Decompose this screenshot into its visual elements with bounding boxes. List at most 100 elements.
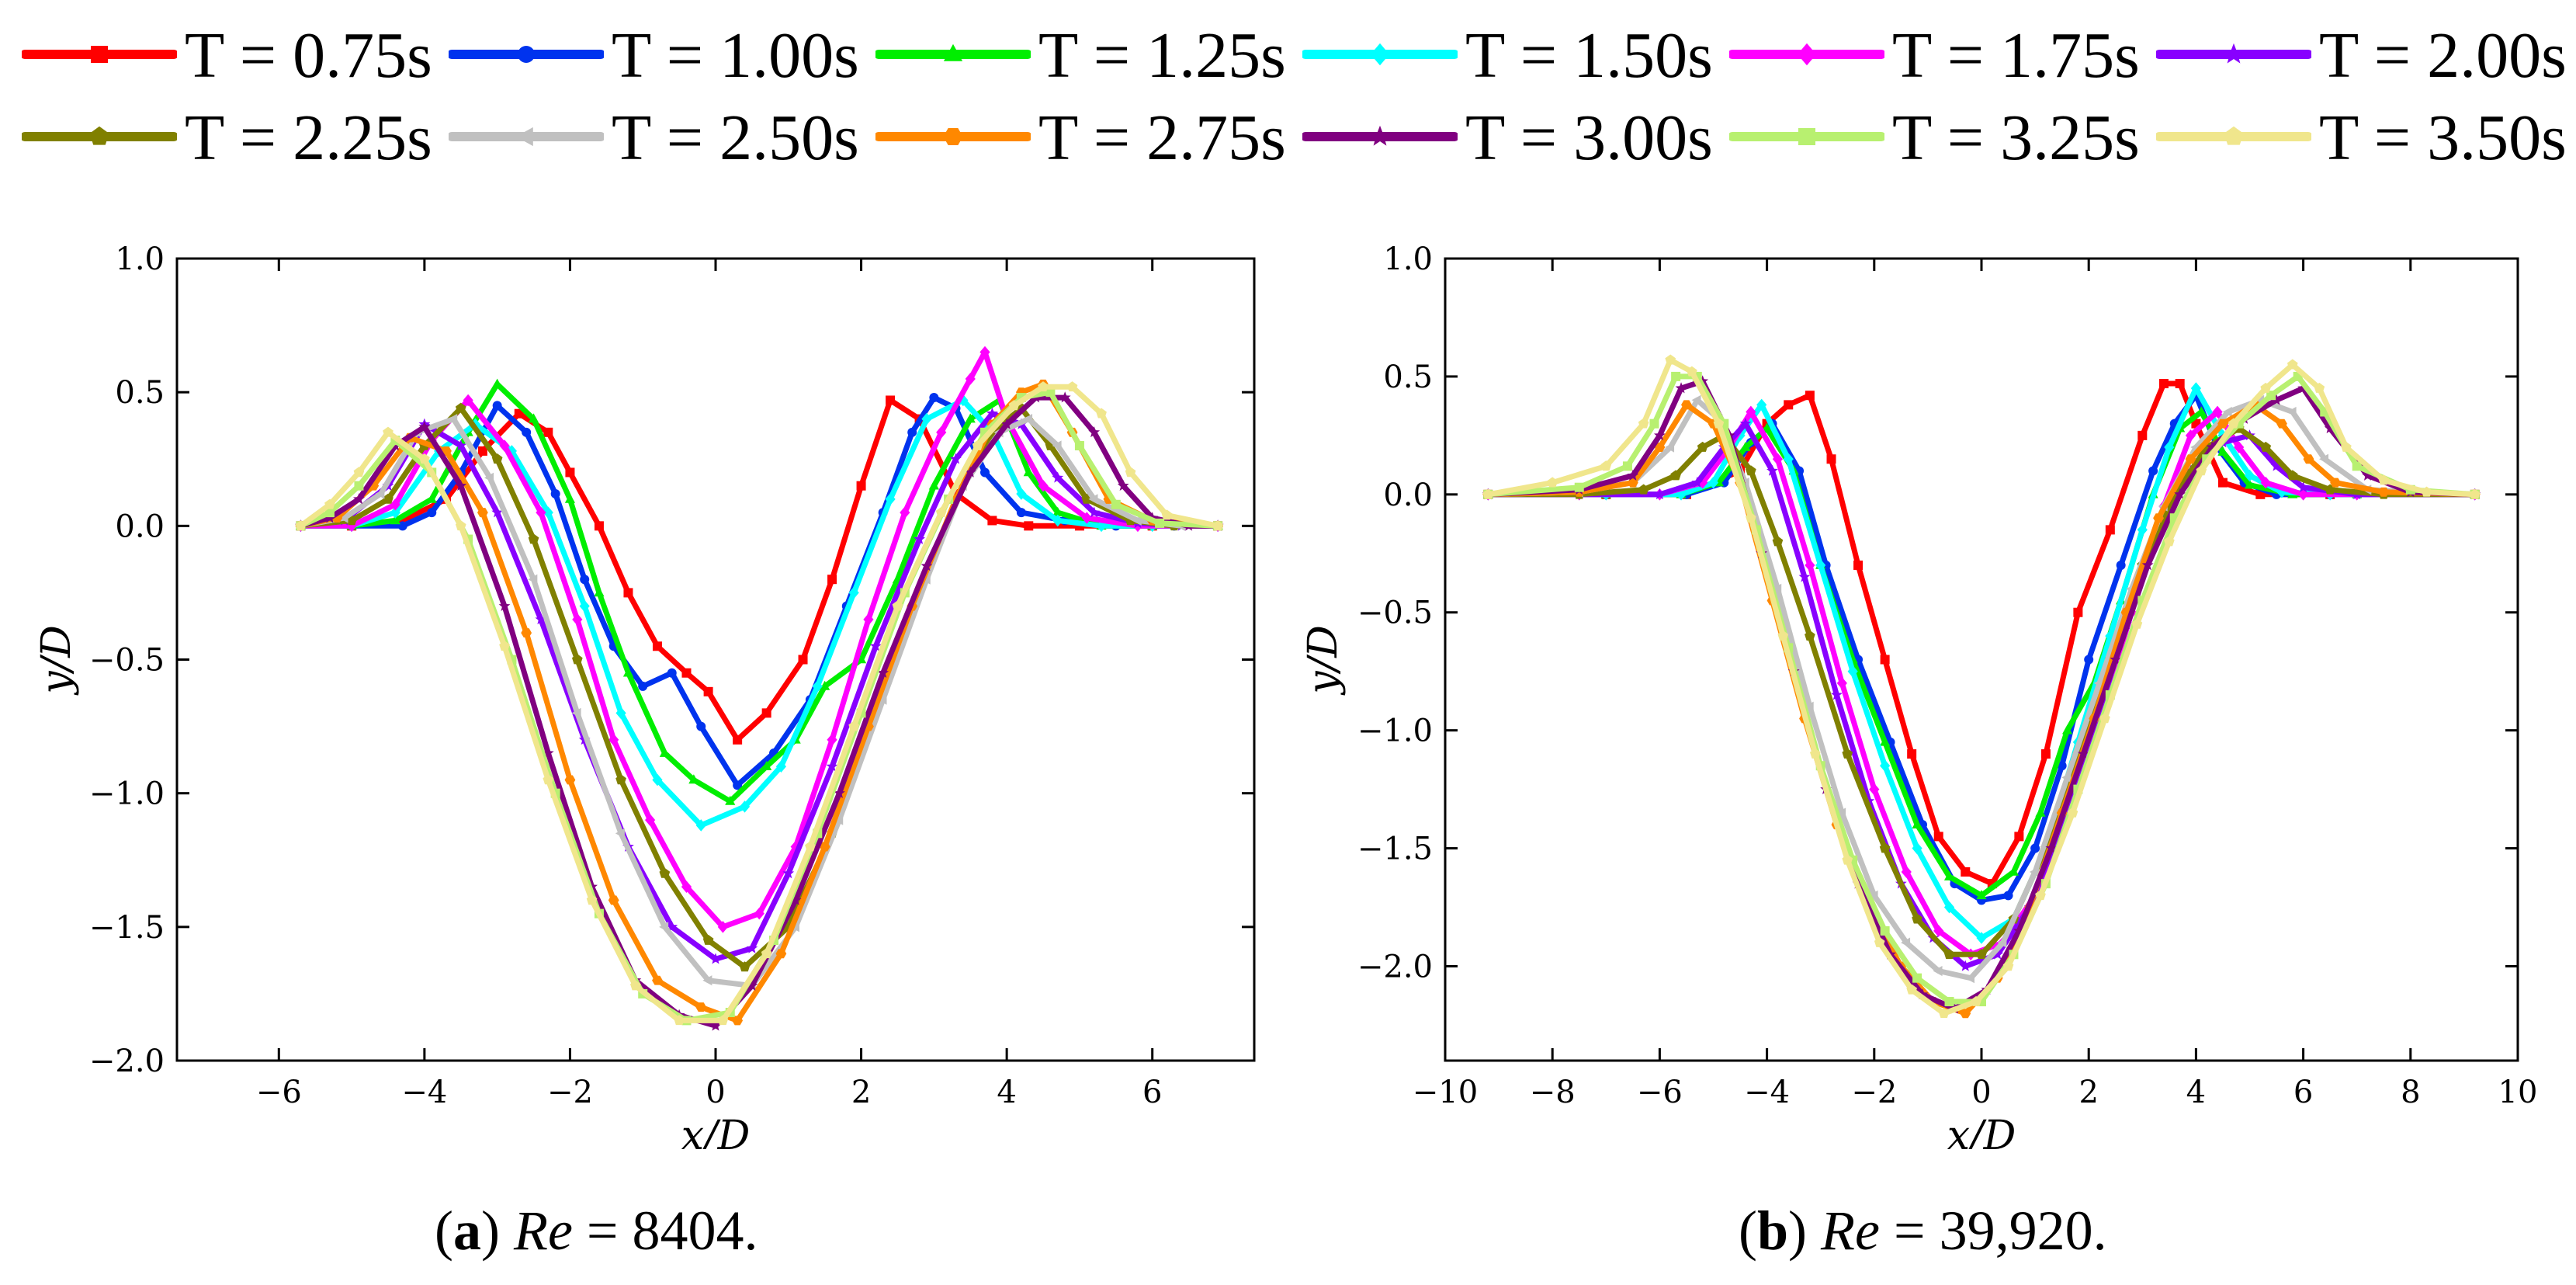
data-point: [492, 401, 502, 411]
data-point: [2067, 807, 2078, 818]
legend-label: T = 1.50s: [1465, 19, 1713, 92]
data-point: [615, 707, 626, 720]
data-point: [427, 508, 437, 518]
data-point: [2014, 832, 2024, 842]
data-point: [1784, 400, 1794, 410]
data-point: [869, 640, 882, 651]
data-point: [1961, 867, 1971, 877]
data-point: [1783, 453, 1794, 466]
data-point: [681, 668, 692, 678]
data-point: [448, 414, 458, 425]
legend-swatch: [449, 127, 604, 147]
x-tick-label: 4: [997, 1075, 1016, 1110]
data-point: [2110, 653, 2122, 665]
data-point: [1023, 467, 1034, 477]
x-tick-label: −4: [401, 1075, 447, 1110]
data-point: [571, 707, 581, 718]
data-point: [2029, 867, 2039, 877]
data-point: [746, 979, 758, 991]
data-point: [733, 780, 743, 790]
data-point: [2469, 488, 2481, 499]
y-tick-label: −1.5: [89, 910, 165, 946]
data-point: [746, 942, 758, 953]
data-point: [2378, 474, 2390, 485]
data-point: [1901, 937, 1911, 948]
data-point: [1161, 509, 1173, 520]
data-point: [2077, 748, 2089, 759]
data-point: [390, 515, 400, 525]
data-point: [1943, 901, 1955, 914]
data-point: [499, 641, 510, 651]
data-point: [1638, 484, 1649, 495]
data-point: [703, 686, 713, 696]
legend-swatch: [22, 126, 177, 145]
legend-label: T = 1.00s: [612, 19, 859, 92]
data-point: [2061, 772, 2072, 783]
data-point: [2093, 678, 2103, 689]
data-point: [1880, 655, 1890, 665]
y-tick-label: −1.5: [1357, 832, 1433, 867]
data-point: [652, 641, 662, 651]
data-point: [295, 520, 307, 531]
data-point: [1574, 482, 1584, 492]
data-point: [1638, 418, 1649, 429]
data-point: [2164, 441, 2175, 453]
data-point: [543, 774, 554, 785]
data-point: [979, 346, 990, 359]
data-point: [863, 613, 874, 626]
series-line: [1485, 421, 2478, 969]
data-point: [877, 694, 887, 705]
data-point: [1059, 391, 1071, 403]
data-point: [2035, 807, 2046, 817]
data-point: [1016, 488, 1027, 500]
legend-label: T = 3.25s: [1892, 102, 2140, 174]
data-point: [572, 613, 583, 626]
data-point: [834, 814, 844, 825]
data-point: [965, 413, 976, 423]
data-point: [681, 880, 692, 893]
data-point: [921, 412, 932, 425]
data-point: [1081, 512, 1092, 524]
legend-label: T = 2.25s: [185, 102, 432, 174]
data-point: [1868, 890, 1878, 901]
legend-label: T = 3.00s: [1465, 102, 1713, 174]
data-point: [492, 378, 503, 388]
legend-marker: [943, 43, 963, 61]
data-point: [652, 773, 663, 787]
data-point: [1772, 536, 1784, 547]
data-point: [739, 801, 751, 813]
data-point: [1622, 461, 1632, 471]
data-point: [542, 747, 554, 759]
x-axis-label: x/D: [681, 1113, 751, 1149]
data-point: [1798, 571, 1811, 582]
caption-a-value: 8404.: [632, 1200, 758, 1262]
data-point: [535, 613, 547, 625]
data-point: [709, 1019, 722, 1031]
data-point: [1912, 973, 1922, 983]
data-point: [1938, 1008, 1950, 1019]
data-point: [1809, 748, 1821, 759]
legend-swatch: [1302, 125, 1458, 146]
data-point: [717, 1015, 729, 1026]
legend-swatch: [1729, 43, 1884, 66]
data-point: [761, 708, 771, 718]
data-point: [1943, 870, 1955, 880]
data-point: [1901, 866, 1912, 878]
data-point: [775, 760, 787, 773]
data-point: [346, 519, 357, 533]
data-point: [652, 975, 663, 985]
data-point: [775, 949, 787, 959]
data-point: [1976, 890, 1987, 900]
data-point: [980, 467, 990, 478]
data-point: [1976, 932, 1987, 944]
data-point: [615, 774, 626, 785]
chart-panel-a: −6 −4 −2 0 2 4 6 1.0 0.5 0.0 −0.5 −1.0 −1.5 −2.0 x/D y/…: [0, 233, 1288, 1159]
data-point: [754, 907, 764, 920]
data-point: [1906, 984, 1918, 995]
data-point: [812, 680, 823, 693]
x-tick-label: −8: [1530, 1075, 1576, 1110]
data-point: [477, 508, 488, 518]
data-point: [761, 761, 772, 771]
data-point: [484, 472, 494, 483]
